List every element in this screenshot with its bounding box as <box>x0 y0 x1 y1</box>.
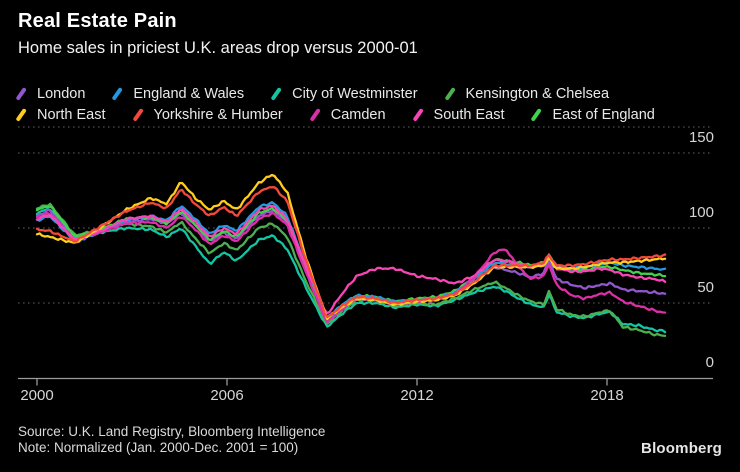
legend-label-south-east: South East <box>433 107 505 123</box>
series-line-london <box>35 208 667 322</box>
legend-item-south-east: South East <box>411 107 505 123</box>
chart-title: Real Estate Pain <box>18 10 177 32</box>
legend-item-east-of-england: East of England <box>529 107 655 123</box>
footer: Source: U.K. Land Registry, Bloomberg In… <box>18 424 325 456</box>
legend-label-london: London <box>37 86 86 102</box>
legend-item-london: London <box>14 86 85 102</box>
legend-slash-marker-north-east <box>15 108 27 122</box>
legend-item-city-of-westminster: City of Westminster <box>269 86 418 102</box>
legend-item-camden: Camden <box>308 107 386 123</box>
legend-item-kensington-chelsea: Kensington & Chelsea <box>443 86 610 102</box>
x-tick-2018: 2018 <box>590 387 624 404</box>
legend-slash-marker-london <box>15 87 27 101</box>
legend-slash-marker-south-east <box>412 108 424 122</box>
source-text: Source: U.K. Land Registry, Bloomberg In… <box>18 424 326 439</box>
legend-slash-marker-city-of-westminster <box>270 87 282 101</box>
legend-item-yorkshire-humber: Yorkshire & Humber <box>131 107 283 123</box>
bloomberg-logo: Bloomberg <box>641 440 722 457</box>
y-tick-50: 50 <box>697 279 714 296</box>
x-tick-2000: 2000 <box>20 387 54 404</box>
legend-label-city-of-westminster: City of Westminster <box>292 86 418 102</box>
legend-item-england-wales: England & Wales <box>110 86 244 102</box>
legend-label-england-wales: England & Wales <box>133 86 245 102</box>
series-line-yorkshire-humber <box>35 186 667 319</box>
legend-item-north-east: North East <box>14 107 106 123</box>
y-tick-0: 0 <box>705 354 714 371</box>
legend-slash-marker-yorkshire-humber <box>132 108 143 122</box>
series-line-north-east <box>35 173 667 320</box>
legend-label-kensington-chelsea: Kensington & Chelsea <box>465 86 610 102</box>
legend-slash-marker-east-of-england <box>530 108 542 122</box>
legend-row-1: London England & Wales City of Westminster… <box>14 86 726 102</box>
series-line-city-of-westminster <box>35 207 667 334</box>
legend-row-2: North East Yorkshire & Humber Camden South … <box>14 107 726 123</box>
legend-label-north-east: North East <box>37 107 106 123</box>
chart-subtitle: Home sales in priciest U.K. areas drop v… <box>18 39 418 57</box>
series-line-south-east <box>35 204 667 315</box>
legend-slash-marker-england-wales <box>111 87 123 101</box>
series-line-kensington-chelsea <box>35 202 667 338</box>
y-tick-100: 100 <box>688 204 714 221</box>
note-text: Note: Normalized (Jan. 2000-Dec. 2001 = … <box>18 440 299 455</box>
series-line-england-wales <box>35 201 667 318</box>
x-tick-2012: 2012 <box>400 387 434 404</box>
series-line-camden <box>35 211 667 324</box>
legend-slash-marker-kensington-chelsea <box>444 87 456 101</box>
legend: London England & Wales City of Westminster… <box>14 86 726 123</box>
x-tick-2006: 2006 <box>210 387 244 404</box>
legend-label-yorkshire-humber: Yorkshire & Humber <box>153 107 283 123</box>
series-line-east-of-england <box>35 205 667 322</box>
legend-slash-marker-camden <box>309 108 321 122</box>
legend-label-camden: Camden <box>330 107 386 123</box>
y-tick-150: 150 <box>688 129 714 146</box>
legend-label-east-of-england: East of England <box>552 107 655 123</box>
